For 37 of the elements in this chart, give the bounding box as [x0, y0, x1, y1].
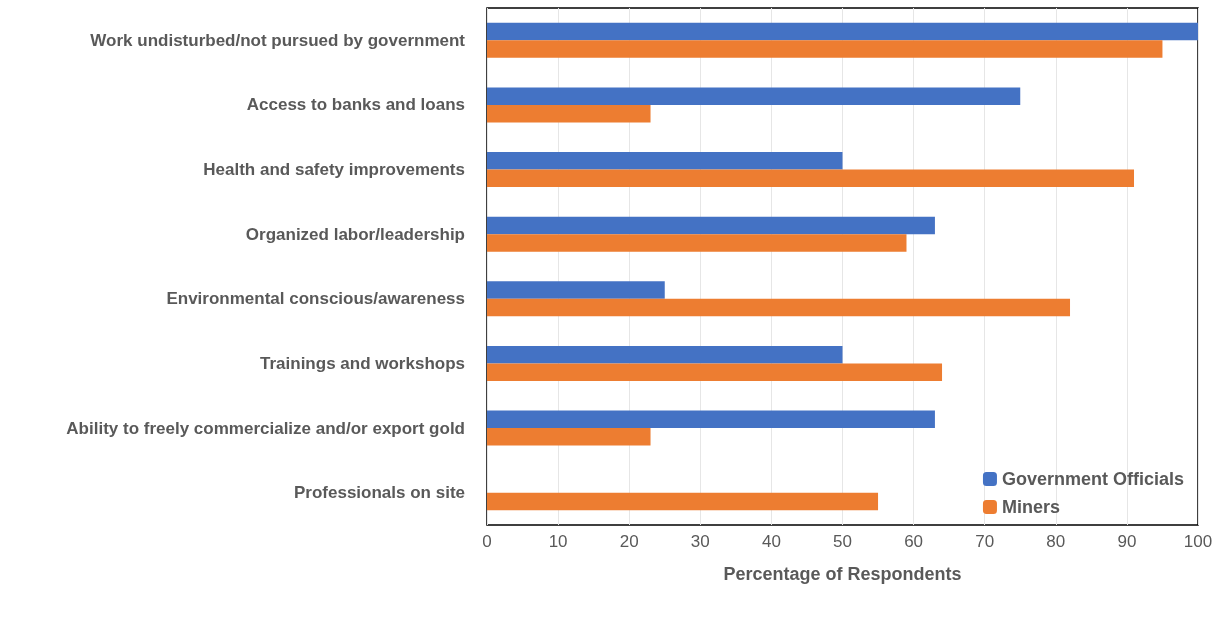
bar — [487, 345, 843, 364]
bar — [487, 40, 1163, 58]
y-tick-label: Trainings and workshops — [260, 353, 465, 373]
x-tick-label: 10 — [548, 532, 568, 551]
bar — [487, 234, 907, 252]
x-tick-label: 70 — [975, 532, 995, 551]
legend-label: Miners — [1001, 497, 1060, 517]
bar — [487, 152, 843, 170]
bar — [487, 492, 879, 511]
bar — [487, 87, 1021, 105]
x-tick-label: 20 — [619, 532, 639, 551]
x-tick-label: 100 — [1183, 532, 1213, 551]
bar — [487, 428, 651, 446]
y-tick-label: Environmental conscious/awareness — [166, 289, 465, 309]
y-tick-label: Access to banks and loans — [246, 95, 465, 115]
x-axis-title: Percentage of Respondents — [723, 564, 962, 584]
bar — [487, 410, 935, 429]
x-tick-label: 90 — [1117, 532, 1137, 551]
x-tick-label: 0 — [482, 532, 492, 551]
y-tick-label: Health and safety improvements — [203, 160, 465, 180]
y-tick-label: Work undisturbed/not pursued by government — [90, 30, 466, 50]
y-tick-label: Ability to freely commercialize and/or export gold — [66, 418, 465, 438]
legend-label: Government Officials — [1001, 469, 1185, 489]
y-tick-label: Organized labor/leadership — [245, 224, 465, 244]
x-tick-label: 30 — [690, 532, 710, 551]
bar — [487, 169, 1135, 188]
bar — [487, 298, 1071, 317]
y-tick-label: Professionals on site — [294, 483, 465, 503]
x-tick-label: 40 — [761, 532, 781, 551]
x-tick-label: 80 — [1046, 532, 1066, 551]
bar — [487, 281, 665, 299]
bar — [487, 104, 651, 123]
bar — [487, 363, 943, 381]
x-tick-label: 60 — [904, 532, 924, 551]
bar — [487, 216, 935, 235]
x-tick-label: 50 — [833, 532, 852, 551]
bar — [487, 22, 1198, 41]
